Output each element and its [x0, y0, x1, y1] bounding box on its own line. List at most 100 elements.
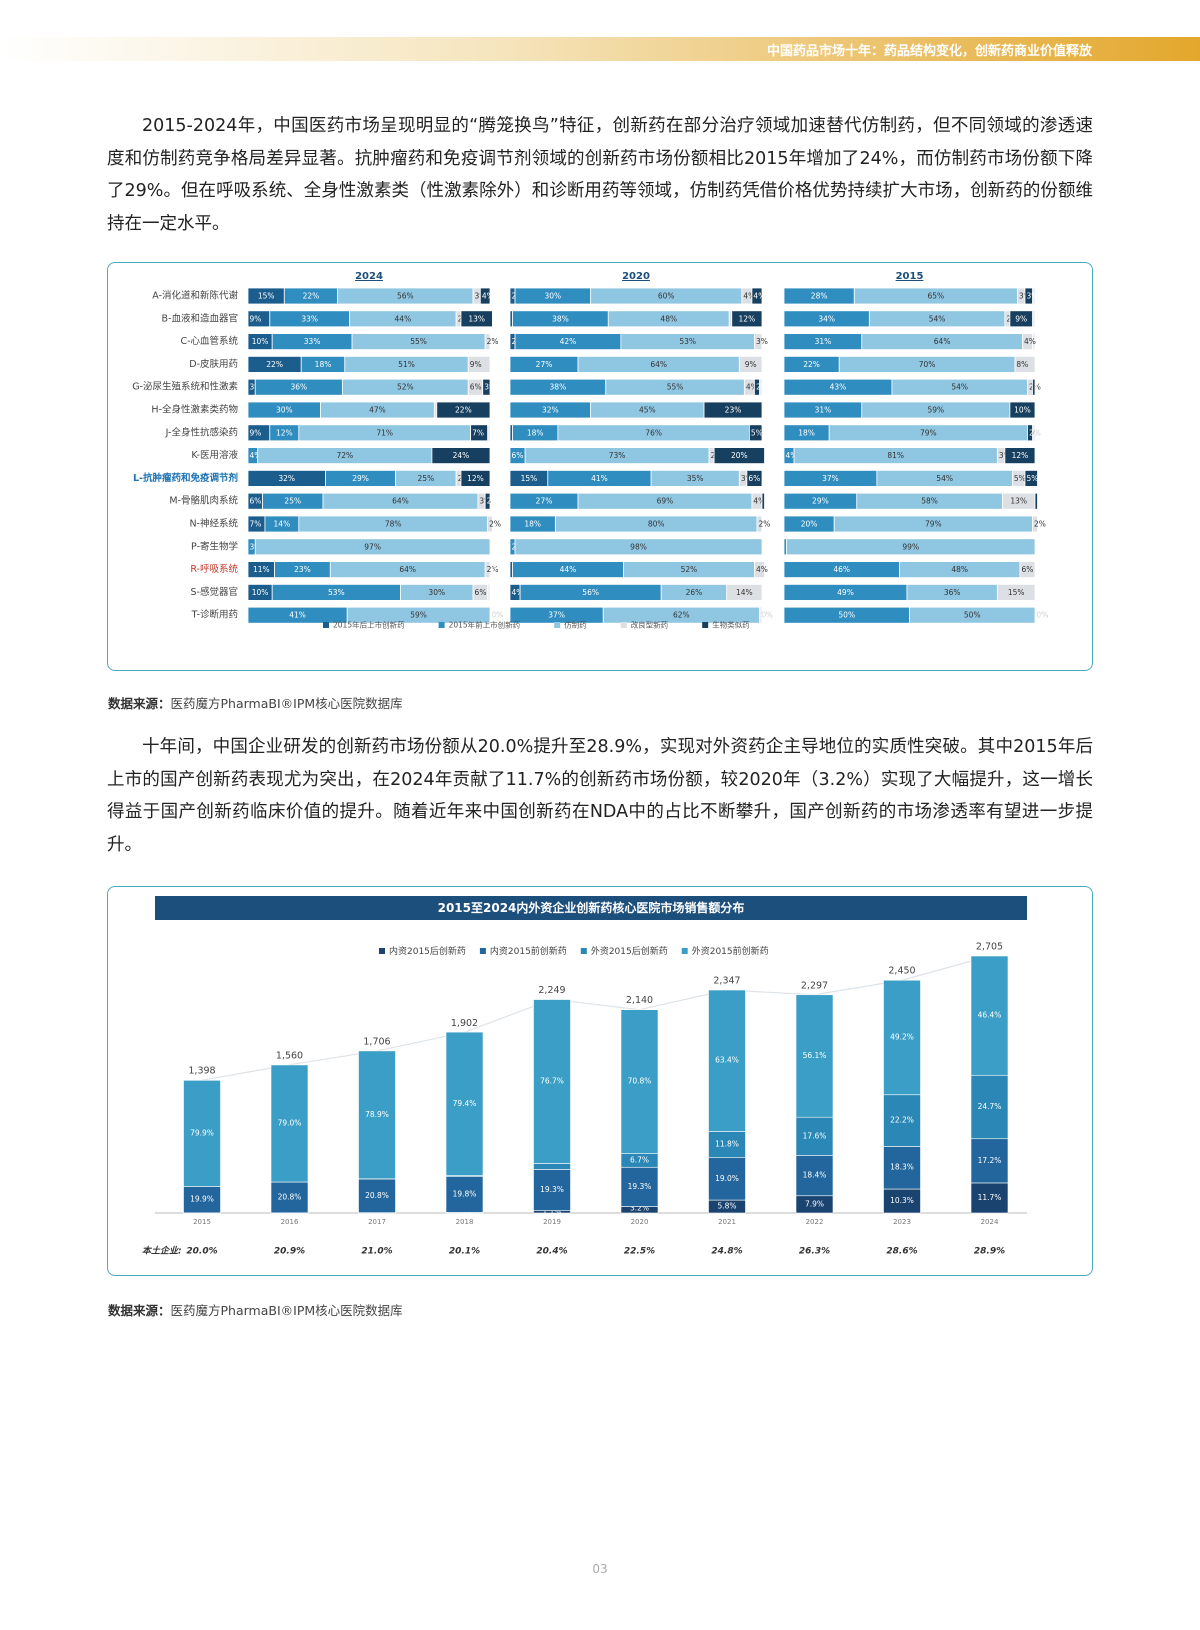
data-label: 48% — [951, 565, 968, 574]
bar-segment — [484, 333, 491, 350]
legend-label: 外资2015后创新药 — [591, 945, 668, 957]
data-label: 78.9% — [365, 1110, 389, 1119]
local-share-title: 本土企业: — [142, 1246, 182, 1257]
data-label: 4% — [753, 497, 765, 506]
data-label: 9% — [250, 314, 262, 323]
data-label: 79.9% — [190, 1128, 214, 1137]
total-label: 2,450 — [888, 966, 915, 977]
data-label: 19.3% — [628, 1182, 652, 1191]
data-label: 0% — [492, 611, 504, 620]
data-label: 22% — [455, 406, 472, 415]
legend-label: 外资2015前创新药 — [692, 945, 769, 957]
total-label: 1,560 — [276, 1050, 303, 1061]
bar-segment — [1034, 492, 1038, 510]
data-label: 3% — [484, 383, 496, 392]
data-label: 79.0% — [278, 1118, 302, 1127]
data-label: 26% — [686, 588, 703, 597]
bar-segment — [1009, 310, 1033, 328]
data-label: 76.7% — [540, 1076, 564, 1085]
panel-title: 2015 — [896, 271, 924, 282]
data-label: 79% — [920, 428, 937, 437]
data-label: 9% — [250, 428, 262, 437]
data-label: 0% — [764, 588, 776, 597]
data-label: 79.4% — [453, 1099, 477, 1108]
data-label: 62% — [673, 611, 690, 620]
paragraph: 十年间，中国企业研发的创新药市场份额从20.0%提升至28.9%，实现对外资药企… — [107, 737, 1093, 855]
data-label: 2% — [489, 520, 501, 529]
legend-swatch — [620, 622, 627, 628]
bar-segment — [472, 583, 488, 601]
data-label: 64% — [650, 360, 667, 369]
bar-segment — [346, 606, 491, 624]
data-label: 0% — [761, 611, 773, 620]
category-label: N-神经系统 — [189, 518, 238, 530]
x-tick-label: 2018 — [456, 1218, 474, 1226]
bar-segment — [1032, 515, 1038, 533]
data-label: 19.9% — [190, 1195, 214, 1204]
data-label: 6.7% — [630, 1155, 649, 1164]
source: 数据来源：医药魔方PharmaBI®IPM核心医院数据库 — [108, 693, 403, 712]
data-label: 46% — [833, 565, 850, 574]
legend-swatch — [580, 948, 587, 954]
data-label: 4% — [512, 588, 524, 597]
data-label: 20.8% — [365, 1191, 389, 1200]
data-label: 45% — [639, 406, 656, 415]
data-label: 4% — [1024, 337, 1036, 346]
bar-segment — [484, 561, 491, 579]
data-label: 22% — [303, 292, 320, 301]
data-label: 12% — [1012, 451, 1029, 460]
data-label: 0% — [492, 611, 504, 620]
data-label: 33% — [301, 314, 318, 323]
total-label: 2,347 — [713, 976, 740, 987]
data-label: 4% — [786, 451, 798, 460]
data-label: 1% — [1037, 497, 1049, 506]
bar-segment — [795, 994, 834, 1118]
category-label: P-寄生物学 — [191, 540, 238, 552]
bar-segment — [756, 515, 763, 533]
data-label: 7% — [250, 520, 262, 529]
data-label: 73% — [609, 451, 626, 460]
bar-segment — [1014, 356, 1036, 373]
legend-swatch — [323, 622, 329, 628]
data-label: 56% — [582, 588, 599, 597]
title-banner — [155, 896, 1027, 920]
bar-segment — [620, 1009, 659, 1154]
panel-title: 2020 — [622, 271, 650, 282]
x-tick-label: 2017 — [368, 1218, 386, 1226]
data-label: 70.8% — [628, 1077, 652, 1086]
bar-segment — [1024, 469, 1038, 487]
bar-segment — [786, 538, 1036, 556]
data-label: 52% — [397, 383, 414, 392]
bar-segment — [482, 378, 491, 396]
local-share-label: 20.4% — [536, 1247, 567, 1257]
bar-segment — [1009, 401, 1036, 419]
data-label: 54% — [936, 474, 953, 483]
data-label: 71% — [376, 428, 393, 437]
total-label: 1,902 — [451, 1018, 478, 1029]
data-label: 72% — [336, 451, 353, 460]
data-label: 41% — [591, 474, 608, 483]
bar-segment — [883, 1146, 921, 1190]
data-label: 48% — [660, 314, 677, 323]
bar-segment — [751, 287, 763, 305]
data-label: 25% — [418, 474, 435, 483]
data-label: 4% — [250, 451, 262, 460]
source-text: 医药魔方PharmaBI®IPM核心医院数据库 — [170, 1303, 403, 1318]
data-label: 0% — [1037, 611, 1049, 620]
data-label: 19.8% — [453, 1190, 477, 1199]
data-label: 43% — [830, 383, 847, 392]
data-label: 30% — [276, 406, 293, 415]
category-label: D-皮肤用药 — [189, 358, 238, 370]
bar-segment — [970, 1074, 1009, 1140]
data-label: 55% — [410, 337, 427, 346]
bar-segment — [479, 287, 491, 305]
bar-segment — [726, 583, 763, 601]
data-label: 23% — [725, 406, 742, 415]
data-label: 0% — [489, 588, 501, 597]
data-label: 0% — [492, 565, 504, 574]
bar-segment — [754, 561, 765, 579]
source-label: 数据来源： — [108, 696, 171, 711]
data-label: 15% — [1008, 588, 1025, 597]
x-tick-label: 2019 — [543, 1218, 561, 1226]
x-tick-label: 2024 — [981, 1218, 999, 1226]
